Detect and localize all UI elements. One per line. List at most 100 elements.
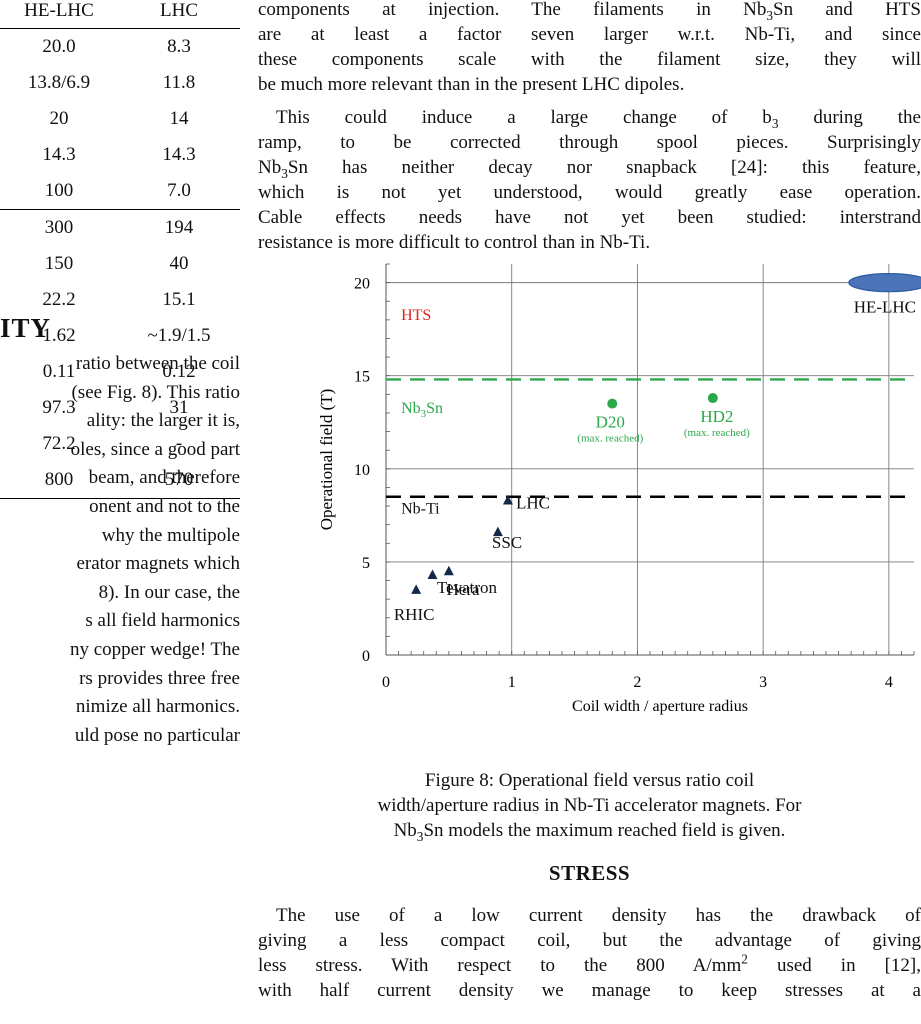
table-cell: 150 [44,253,74,274]
table-cell: LHC [118,0,240,29]
table-cell: - [175,433,183,454]
table-cell: ~1.9/1.5 [147,325,211,346]
table-cell: 8.3 [167,36,191,57]
triangle-marker [443,565,454,576]
table-row: 20 14 [0,101,240,137]
point-label: LHC [516,493,550,512]
paragraph-stress: The use of a low current density has the… [258,903,921,1003]
text-line: ramp, to be corrected through spool piec… [258,132,921,153]
y-tick-label: 10 [354,462,370,479]
text-line: ny copper wedge! The [69,638,240,660]
triangle-marker [411,584,422,594]
table-cell: 20.0 [42,36,76,57]
text-line: are at least a factor seven larger w.r.t… [258,24,921,45]
text-line: these components scale with the filament… [258,49,921,70]
left-column-text: ratio between the coil (see Fig. 8). This… [0,350,240,750]
table-row: 800 570 [0,462,240,499]
y-tick-label: 5 [362,555,370,572]
table-cell: 97.3 [42,397,76,418]
text-line: Cable effects needs have not yet been st… [258,207,921,228]
point-label: HD2 [700,407,733,426]
section-heading-stress: STRESS [548,861,631,885]
text-line: s all field harmonics [85,610,240,632]
table-cell: 0.11 [42,361,76,382]
table-cell: 7.0 [118,173,240,210]
table-row: 20.0 8.3 [0,29,240,66]
text-line: Nb3Sn has neither decay nor snapback [24… [258,157,921,181]
table-cell: 31 [169,397,189,418]
y-axis-label: Operational field (T) [317,389,336,531]
table-row: 150 40 [0,246,240,282]
table-cell: 14 [169,108,189,129]
point-label: HE-LHC [854,298,916,317]
text-line: why the multipole [101,524,240,546]
paragraph-filaments: components at injection. The filaments i… [258,0,921,97]
table-cell: 20 [49,108,69,129]
table-cell: 11.8 [162,72,196,93]
point-label: RHIC [394,605,435,624]
region-label: HTS [401,307,431,324]
text-line: This could induce a large change of b3 d… [276,107,921,131]
circle-marker [607,398,618,409]
text-line: giving a less compact coil, but the adva… [258,930,921,951]
table-row: 14.3 14.3 [0,137,240,173]
region-label: Nb3Sn [401,400,443,420]
table-cell: 570 [118,462,240,499]
text-line: nimize all harmonics. [75,696,240,718]
x-tick-label: 2 [633,674,641,691]
table-cell: HE-LHC [0,0,118,29]
table-cell: 100 [0,173,118,210]
region-label: Nb-Ti [401,500,440,517]
table-row: 1.62 ~1.9/1.5 [0,318,240,354]
table-cell: 0.12 [162,361,196,382]
text-line: which is not yet understood, would great… [258,182,921,203]
section-heading-left: ITY [0,313,52,343]
text-line: onent and not to the [89,495,240,517]
parameter-table: HE-LHC LHC 20.0 8.3 13.8/6.9 11.8 20 14 14.3 14.3… [0,0,240,499]
table-row: 13.8/6.9 11.8 [0,65,240,101]
triangle-marker [492,526,503,537]
table-row: 97.3 31 [0,390,240,426]
y-tick-label: 15 [354,369,370,386]
text-line: rs provides three free [79,667,240,689]
x-tick-label: 1 [508,674,516,691]
text-line: beam, and therefore [88,467,240,489]
table-row: 22.2 15.1 [0,282,240,318]
triangle-marker [502,494,513,505]
table-row: 100 7.0 [0,173,240,210]
text-line: resistance is more difficult to control … [258,232,651,253]
triangle-marker [427,569,438,579]
table-cell: 13.8/6.9 [27,72,91,93]
table-cell: 14.3 [42,144,76,165]
table-cell: 14.3 [162,144,196,165]
text-line: The use of a low current density has the… [276,905,921,926]
x-tick-label: 0 [382,674,390,691]
table-cell: 194 [164,217,194,238]
text-line: ratio between the coil [75,353,240,374]
point-sublabel: (max. reached) [577,433,643,445]
operational-field-chart: 0 1 2 3 4 0 5 10 15 20 Coil width / aperture radiu… [317,263,921,715]
point-label: Tevatron [437,578,498,597]
table-cell: 72.2 [42,433,76,454]
y-tick-label: 0 [362,648,370,665]
text-line: components at injection. The filaments i… [258,0,921,23]
text-line: (see Fig. 8). This ratio [71,381,240,403]
text-line: uld pose no particular [74,724,240,746]
figure-caption: Figure 8: Operational field versus ratio… [258,768,921,843]
x-tick-label: 4 [885,674,893,691]
point-label: SSC [492,533,522,552]
text-line: with half current density we manage to k… [258,980,921,1001]
table-row: 0.11 0.12 [0,354,240,390]
table-row: 72.2 - [0,426,240,462]
text-line: ality: the larger it is, [86,410,240,432]
table-row: 300 194 [0,210,240,247]
caption-line: Nb3Sn models the maximum reached field i… [393,820,786,844]
table-cell: 22.2 [42,289,76,310]
table-row: HE-LHC LHC [0,0,240,29]
point-label: Hera [447,580,480,599]
table-cell: 1.62 [42,325,76,346]
caption-line: Figure 8: Operational field versus ratio… [424,770,755,791]
point-sublabel: (max. reached) [684,427,750,439]
point-label: D20 [596,413,625,432]
text-line: erator magnets which [76,553,240,575]
